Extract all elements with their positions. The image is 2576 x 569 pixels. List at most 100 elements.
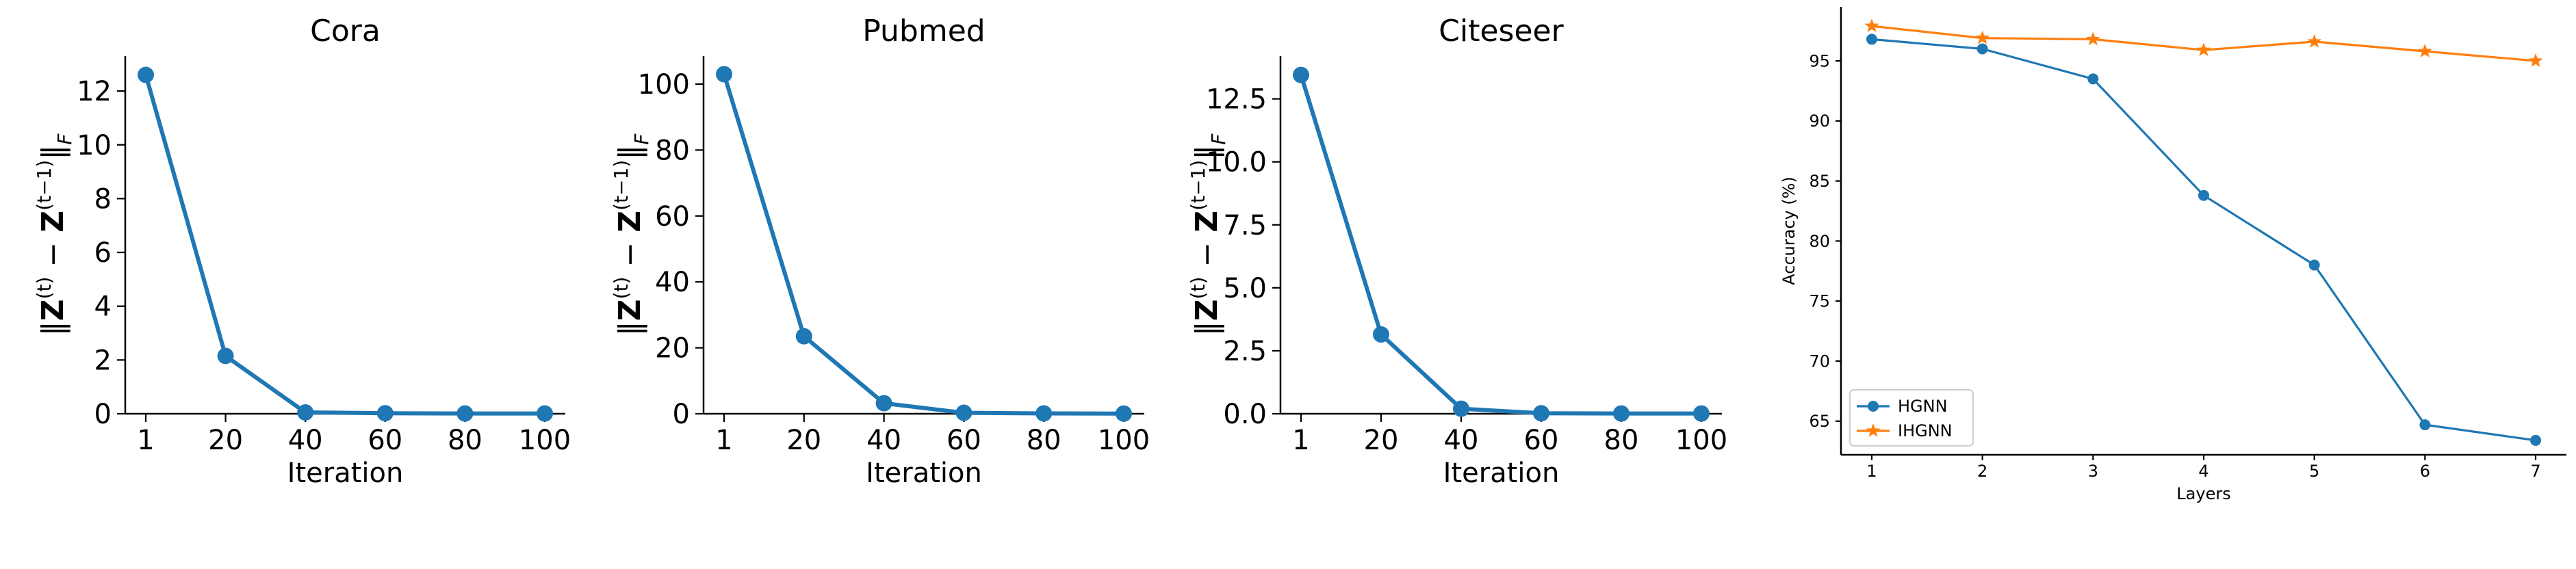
y-axis-label: Accuracy (%) bbox=[1779, 176, 1799, 285]
series-line-1 bbox=[144, 74, 545, 416]
y-tick-label: 2.5 bbox=[1223, 336, 1267, 367]
x-tick-label: 100 bbox=[1098, 425, 1150, 456]
y-tick-label: 10.0 bbox=[1206, 147, 1267, 178]
x-tick-label: 80 bbox=[448, 425, 482, 456]
x-tick-label: 40 bbox=[1444, 425, 1479, 456]
y-tick-label: 4 bbox=[94, 291, 112, 323]
data-point bbox=[2419, 419, 2431, 431]
x-axis-label: Iteration bbox=[866, 458, 982, 489]
y-tick-label: 12.5 bbox=[1206, 84, 1267, 116]
x-tick-label: 2 bbox=[1977, 462, 1987, 481]
x-tick-label: 60 bbox=[946, 425, 981, 456]
x-tick-label: 1 bbox=[137, 425, 154, 456]
data-point bbox=[376, 405, 394, 422]
data-point bbox=[1116, 405, 1132, 422]
y-tick-label: 80 bbox=[655, 135, 690, 166]
legend-marker bbox=[1868, 401, 1879, 412]
x-tick-label: 20 bbox=[1364, 425, 1399, 456]
series-line-1 bbox=[1299, 74, 1701, 416]
y-tick-label: 0 bbox=[94, 399, 112, 430]
data-point bbox=[217, 347, 234, 365]
series-line-1 bbox=[722, 73, 1124, 416]
y-tick-label: 6 bbox=[94, 237, 112, 269]
x-tick-label: 6 bbox=[2420, 462, 2430, 481]
data-point bbox=[1976, 43, 1988, 55]
y-tick-label: 2 bbox=[94, 345, 112, 376]
y-tick-label: 5.0 bbox=[1223, 273, 1267, 304]
y-tick-label: 7.5 bbox=[1223, 210, 1267, 241]
data-point bbox=[1035, 405, 1053, 422]
chart-panel-1: Cora 1 20 40 60 80 100 0 2 4 6 8 10 12 Iteration ‖Z(t) … bbox=[33, 14, 571, 489]
data-point bbox=[795, 328, 812, 345]
y-tick-label: 90 bbox=[1809, 111, 1830, 131]
chart-title: Cora bbox=[310, 14, 381, 49]
x-tick-label: 20 bbox=[786, 425, 821, 456]
x-tick-label: 80 bbox=[1604, 425, 1639, 456]
data-point bbox=[1693, 405, 1710, 422]
x-axis-label: Iteration bbox=[287, 458, 404, 489]
data-point bbox=[1866, 34, 1877, 45]
data-point bbox=[1864, 18, 1879, 32]
data-point bbox=[2417, 44, 2432, 57]
data-point bbox=[716, 66, 732, 83]
data-point bbox=[1293, 66, 1309, 83]
y-tick-label: 75 bbox=[1809, 292, 1830, 311]
x-tick-label: 5 bbox=[2309, 462, 2319, 481]
y-tick-label: 95 bbox=[1809, 51, 1830, 70]
data-point bbox=[2528, 53, 2543, 67]
x-tick-label: 3 bbox=[2088, 462, 2098, 481]
y-tick-label: 40 bbox=[655, 267, 690, 298]
y-tick-label: 0.0 bbox=[1223, 399, 1267, 430]
y-tick-label: 85 bbox=[1809, 172, 1830, 191]
x-tick-label: 40 bbox=[288, 425, 323, 456]
data-point bbox=[1373, 326, 1389, 343]
data-point bbox=[2198, 189, 2209, 201]
y-axis-label: ‖Z(t) − Z(t−1)‖F bbox=[610, 133, 653, 336]
data-point bbox=[1453, 400, 1469, 417]
x-tick-label: 1 bbox=[1866, 462, 1877, 481]
y-tick-label: 80 bbox=[1809, 232, 1830, 251]
legend: HGNN IHGNN bbox=[1849, 389, 1974, 447]
y-tick-label: 65 bbox=[1809, 412, 1830, 431]
x-tick-label: 7 bbox=[2530, 462, 2540, 481]
x-tick-label: 60 bbox=[1524, 425, 1559, 456]
y-tick-label: 12 bbox=[77, 76, 112, 107]
chart-title: Pubmed bbox=[862, 14, 985, 49]
data-point bbox=[537, 405, 553, 422]
x-tick-label: 60 bbox=[368, 425, 402, 456]
data-point bbox=[2085, 31, 2100, 46]
data-point bbox=[138, 66, 154, 83]
data-point bbox=[456, 405, 474, 422]
data-point bbox=[2087, 73, 2099, 85]
chart-panel-2: Pubmed 1 20 40 60 80 100 0 20 40 60 80 100 Iteration ‖… bbox=[610, 14, 1150, 489]
x-tick-label: 20 bbox=[208, 425, 243, 456]
y-tick-label: 70 bbox=[1809, 352, 1830, 371]
data-point bbox=[2308, 259, 2320, 271]
series-line-hgnn bbox=[1871, 38, 2536, 442]
chart-title: Citeseer bbox=[1439, 14, 1564, 49]
x-axis-label: Layers bbox=[2176, 484, 2230, 503]
data-point bbox=[1613, 405, 1630, 422]
x-tick-label: 40 bbox=[866, 425, 901, 456]
data-point bbox=[875, 395, 892, 412]
y-tick-label: 60 bbox=[655, 201, 690, 233]
data-point bbox=[955, 404, 973, 421]
data-point bbox=[1975, 30, 1990, 44]
x-tick-label: 1 bbox=[715, 425, 732, 456]
x-tick-label: 100 bbox=[519, 425, 571, 456]
x-tick-label: 80 bbox=[1027, 425, 1061, 456]
chart-panel-4: 1 2 3 4 5 6 7 65 70 75 80 85 90 95 Layers Accuracy (%) H… bbox=[1779, 7, 2566, 503]
data-point bbox=[2307, 34, 2322, 48]
y-tick-label: 10 bbox=[77, 130, 112, 161]
x-tick-label: 100 bbox=[1675, 425, 1727, 456]
chart-panel-3: Citeseer 1 20 40 60 80 100 0.0 2.5 5.0 7.5 10.0 12.5… bbox=[1187, 14, 1727, 489]
y-axis-label: ‖Z(t) − Z(t−1)‖F bbox=[1187, 133, 1230, 336]
y-axis-label: ‖Z(t) − Z(t−1)‖F bbox=[33, 133, 76, 336]
y-tick-label: 8 bbox=[94, 183, 112, 215]
data-point bbox=[297, 404, 314, 421]
data-point bbox=[2530, 434, 2541, 446]
y-tick-label: 0 bbox=[673, 399, 690, 430]
legend-label: IHGNN bbox=[1898, 421, 1953, 440]
data-point bbox=[2196, 42, 2211, 57]
